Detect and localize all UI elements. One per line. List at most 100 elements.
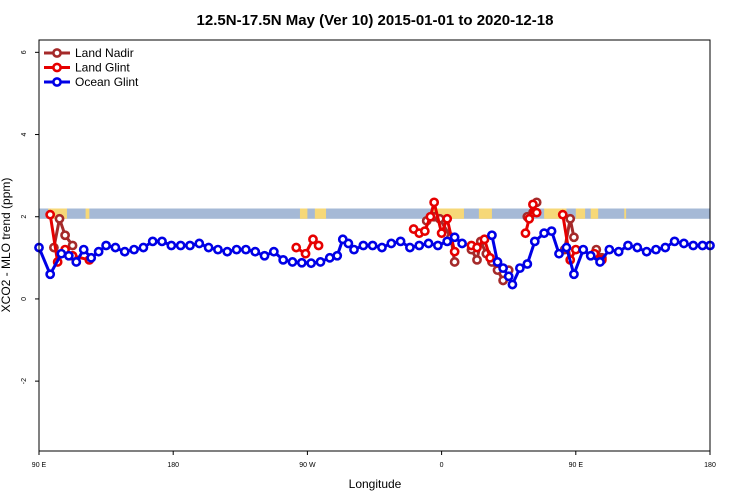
legend-label: Ocean Glint	[75, 75, 139, 89]
data-point	[147, 236, 158, 247]
data-point	[569, 232, 579, 243]
data-point	[367, 240, 378, 251]
data-point	[554, 248, 564, 259]
land-band-segment	[624, 208, 627, 219]
y-tick-label: 2	[21, 215, 28, 219]
legend-marker	[52, 48, 62, 58]
series-ocean-glint	[34, 226, 715, 290]
data-point	[315, 257, 326, 267]
data-point	[296, 257, 307, 268]
y-axis-title: XCO2 - MLO trend (ppm)	[0, 178, 13, 313]
data-point	[358, 240, 369, 251]
data-point	[613, 246, 624, 257]
y-tick-label: 6	[21, 50, 28, 54]
chart-title: 12.5N-17.5N May (Ver 10) 2015-01-01 to 2…	[197, 12, 554, 29]
data-point	[405, 242, 415, 253]
data-point	[449, 232, 460, 243]
data-point	[449, 246, 460, 257]
legend-label: Land Nadir	[75, 46, 134, 60]
data-point	[498, 263, 509, 274]
data-point	[472, 254, 482, 265]
legend-item: Ocean Glint	[44, 75, 139, 89]
x-axis-title: Longitude	[349, 477, 402, 491]
data-point	[595, 257, 605, 267]
data-point	[546, 226, 557, 237]
data-point	[524, 213, 535, 224]
data-point	[166, 240, 177, 251]
data-point	[86, 252, 97, 263]
y-axis: -2 0 2 4 6	[21, 50, 39, 384]
data-point	[386, 238, 397, 249]
data-point	[565, 213, 576, 224]
series-line	[52, 217, 74, 248]
data-point	[231, 244, 242, 255]
data-point	[278, 254, 289, 265]
land-band-segment	[590, 208, 599, 219]
land-band-segment	[478, 208, 492, 219]
data-point	[528, 199, 538, 210]
legend-label: Land Glint	[75, 61, 130, 75]
data-point	[395, 236, 406, 247]
data-point	[492, 257, 503, 267]
data-point	[129, 244, 139, 255]
legend-marker	[52, 77, 62, 87]
x-tick-label: 180	[167, 462, 179, 469]
x-tick-label: 180	[704, 462, 716, 469]
data-point	[522, 259, 533, 269]
data-point	[660, 242, 671, 253]
data-point	[194, 238, 205, 249]
data-point	[119, 246, 130, 257]
data-point	[71, 257, 82, 267]
data-point	[291, 242, 302, 253]
data-point	[332, 250, 343, 261]
data-point	[343, 238, 354, 249]
data-point	[377, 242, 387, 253]
legend-item: Land Glint	[44, 61, 130, 75]
data-point	[45, 269, 56, 280]
data-point	[203, 242, 214, 253]
data-point	[349, 244, 359, 255]
data-point	[78, 244, 89, 255]
data-point	[54, 213, 65, 224]
data-point	[623, 240, 633, 251]
data-point	[514, 263, 525, 274]
data-point	[457, 238, 468, 249]
data-point	[485, 252, 495, 263]
data-point	[520, 228, 531, 239]
data-point	[45, 209, 56, 220]
data-point	[569, 269, 579, 280]
y-tick-label: -2	[21, 378, 28, 384]
data-point	[539, 228, 550, 239]
data-point	[287, 257, 298, 267]
x-tick-label: 90 E	[569, 462, 584, 469]
data-point	[423, 238, 434, 249]
series-layer	[34, 197, 715, 290]
data-point	[157, 236, 167, 247]
data-point	[561, 242, 572, 253]
data-point	[578, 244, 589, 255]
data-point	[268, 246, 279, 257]
data-point	[503, 271, 514, 282]
plot-frame	[38, 39, 711, 452]
data-point	[213, 244, 223, 255]
land-band-segment	[575, 208, 586, 219]
data-point	[432, 240, 443, 251]
data-point	[185, 240, 195, 251]
data-point	[436, 228, 447, 239]
x-tick-label: 90 W	[299, 462, 316, 469]
data-point	[306, 258, 317, 269]
ocean-band	[39, 208, 710, 219]
data-point	[138, 242, 149, 253]
data-point	[604, 244, 615, 255]
data-point	[688, 240, 699, 251]
data-point	[101, 240, 111, 251]
data-point	[175, 240, 186, 251]
land-band-segment	[85, 208, 90, 219]
data-point	[110, 242, 121, 253]
data-point	[56, 248, 67, 259]
y-tick-label: 4	[21, 132, 28, 136]
land-band-segment	[48, 208, 67, 219]
data-point	[632, 242, 643, 253]
